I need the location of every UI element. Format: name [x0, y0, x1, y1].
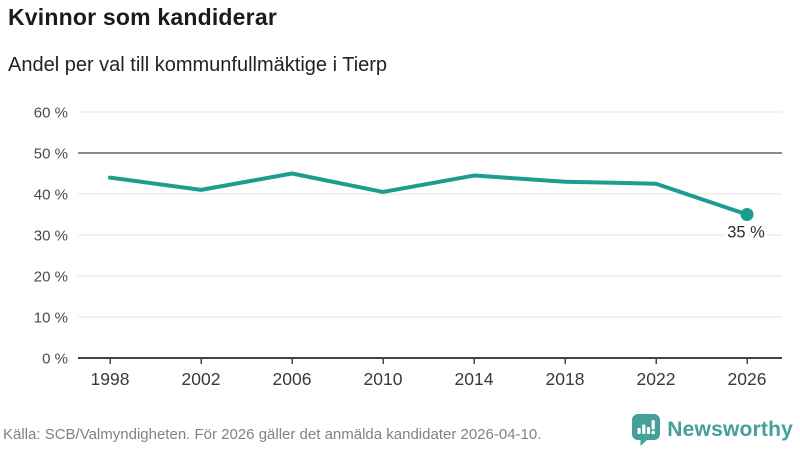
- y-axis-tick-label: 50 %: [34, 146, 68, 163]
- bar-icon-medium: [642, 424, 646, 434]
- line-chart: 0 % 10 % 20 % 30 % 40 % 50 % 60 % 1998 2002 2006 2…: [34, 105, 782, 389]
- newsworthy-logo[interactable]: Newsworthy: [632, 414, 793, 446]
- y-axis-tick-label: 20 %: [34, 269, 68, 286]
- x-axis-tick-label: 2018: [546, 369, 585, 389]
- y-axis-tick-label: 0 %: [42, 351, 68, 368]
- x-axis-tick-label: 2022: [637, 369, 676, 389]
- bar-icon-small: [637, 428, 641, 434]
- x-axis-tick-label: 2002: [182, 369, 221, 389]
- data-point-end: [740, 208, 754, 221]
- exclamation-stroke-icon: [651, 420, 656, 430]
- y-axis-tick-label: 10 %: [34, 310, 68, 327]
- x-axis-tick-label: 2026: [728, 369, 767, 389]
- y-axis-tick-label: 40 %: [34, 187, 68, 204]
- y-axis-tick-label: 60 %: [34, 105, 68, 122]
- x-axis-tick-label: 2010: [364, 369, 403, 389]
- newsworthy-logo-text: Newsworthy: [667, 418, 793, 441]
- x-axis-tick-label: 2006: [273, 369, 312, 389]
- source-note: Källa: SCB/Valmyndigheten. För 2026 gäll…: [3, 426, 542, 443]
- page-subtitle: Andel per val till kommunfullmäktige i T…: [8, 54, 388, 76]
- speech-bubble-shape: [632, 414, 661, 446]
- y-axis-tick-label: 30 %: [34, 228, 68, 245]
- end-value-label: 35 %: [727, 224, 765, 242]
- x-axis-tick-label: 2014: [455, 369, 494, 389]
- page-title: Kvinnor som kandiderar: [8, 4, 277, 30]
- data-line: [108, 171, 749, 217]
- x-axis-tick-label: 1998: [91, 369, 130, 389]
- bar-icon-tall: [647, 427, 651, 434]
- newsworthy-bubble-icon: [632, 414, 661, 446]
- exclamation-dot-icon: [651, 430, 656, 435]
